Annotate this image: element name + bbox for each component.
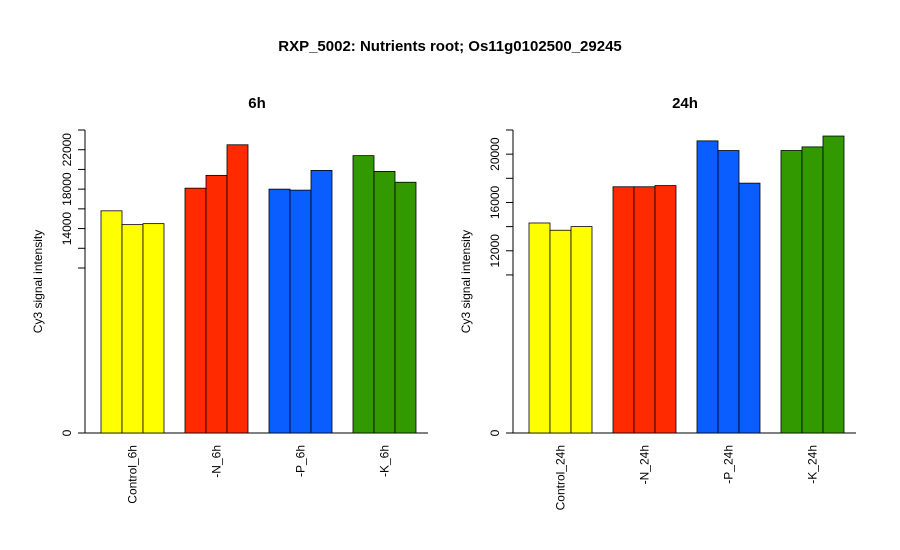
- bar-Control_6h-1: [100, 210, 123, 434]
- bar--P_6h-2: [289, 189, 312, 434]
- chart-panel-6h: 6h Cy3 signal intensity 0 14000 18000 22000 Co…: [31, 95, 428, 504]
- bar--N_6h-1: [184, 187, 207, 434]
- bar--N_6h-2: [205, 174, 228, 434]
- bar--K_6h-1: [352, 155, 375, 434]
- chart-panel-24h: 24h Cy3 signal intensity 0 12000 16000 20000 C…: [459, 95, 856, 510]
- x-category-label: -N_24h: [638, 445, 652, 484]
- y-tick-label: 20000: [488, 137, 502, 171]
- y-tick-label: 0: [488, 429, 502, 436]
- bar--P_6h-3: [310, 170, 333, 434]
- bar-Control_6h-2: [121, 224, 144, 434]
- bar-Control_24h-1: [528, 222, 551, 434]
- bar--P_6h-1: [268, 188, 291, 434]
- y-tick-label: 0: [60, 429, 74, 436]
- y-axis-label: Cy3 signal intensity: [31, 230, 45, 333]
- bar--K_6h-2: [373, 170, 396, 434]
- y-tick-label: 14000: [60, 212, 74, 246]
- bar-Control_24h-3: [570, 226, 593, 434]
- y-tick-label: 18000: [60, 172, 74, 206]
- y-tick-label: 22000: [60, 133, 74, 167]
- bar--N_6h-3: [226, 144, 249, 434]
- bar--K_24h-2: [801, 146, 824, 434]
- bar-Control_6h-3: [142, 223, 165, 434]
- x-category-label: Control_6h: [126, 445, 140, 504]
- x-category-label: Control_24h: [554, 445, 568, 510]
- bar--P_24h-1: [696, 140, 719, 434]
- bar--P_24h-3: [738, 182, 761, 434]
- x-category-label: -K_24h: [806, 445, 820, 484]
- y-axis-label: Cy3 signal intensity: [459, 230, 473, 333]
- bar--N_24h-2: [633, 186, 656, 434]
- panel-title: 24h: [672, 95, 698, 112]
- bar-Control_24h-2: [549, 229, 572, 434]
- panel-title: 6h: [248, 95, 266, 112]
- bar--K_24h-1: [780, 150, 803, 434]
- x-category-label: -N_6h: [210, 445, 224, 478]
- bar--P_24h-2: [717, 150, 740, 434]
- x-category-label: -P_6h: [294, 445, 308, 477]
- bar--N_24h-1: [612, 186, 635, 434]
- x-category-label: -K_6h: [378, 445, 392, 477]
- x-category-label: -P_24h: [722, 445, 736, 484]
- main-title: RXP_5002: Nutrients root; Os11g0102500_2…: [278, 38, 622, 55]
- bar--N_24h-3: [654, 185, 677, 434]
- y-tick-label: 16000: [488, 185, 502, 219]
- bar--K_24h-3: [822, 135, 845, 434]
- y-tick-label: 12000: [488, 234, 502, 268]
- bar--K_6h-3: [394, 181, 417, 434]
